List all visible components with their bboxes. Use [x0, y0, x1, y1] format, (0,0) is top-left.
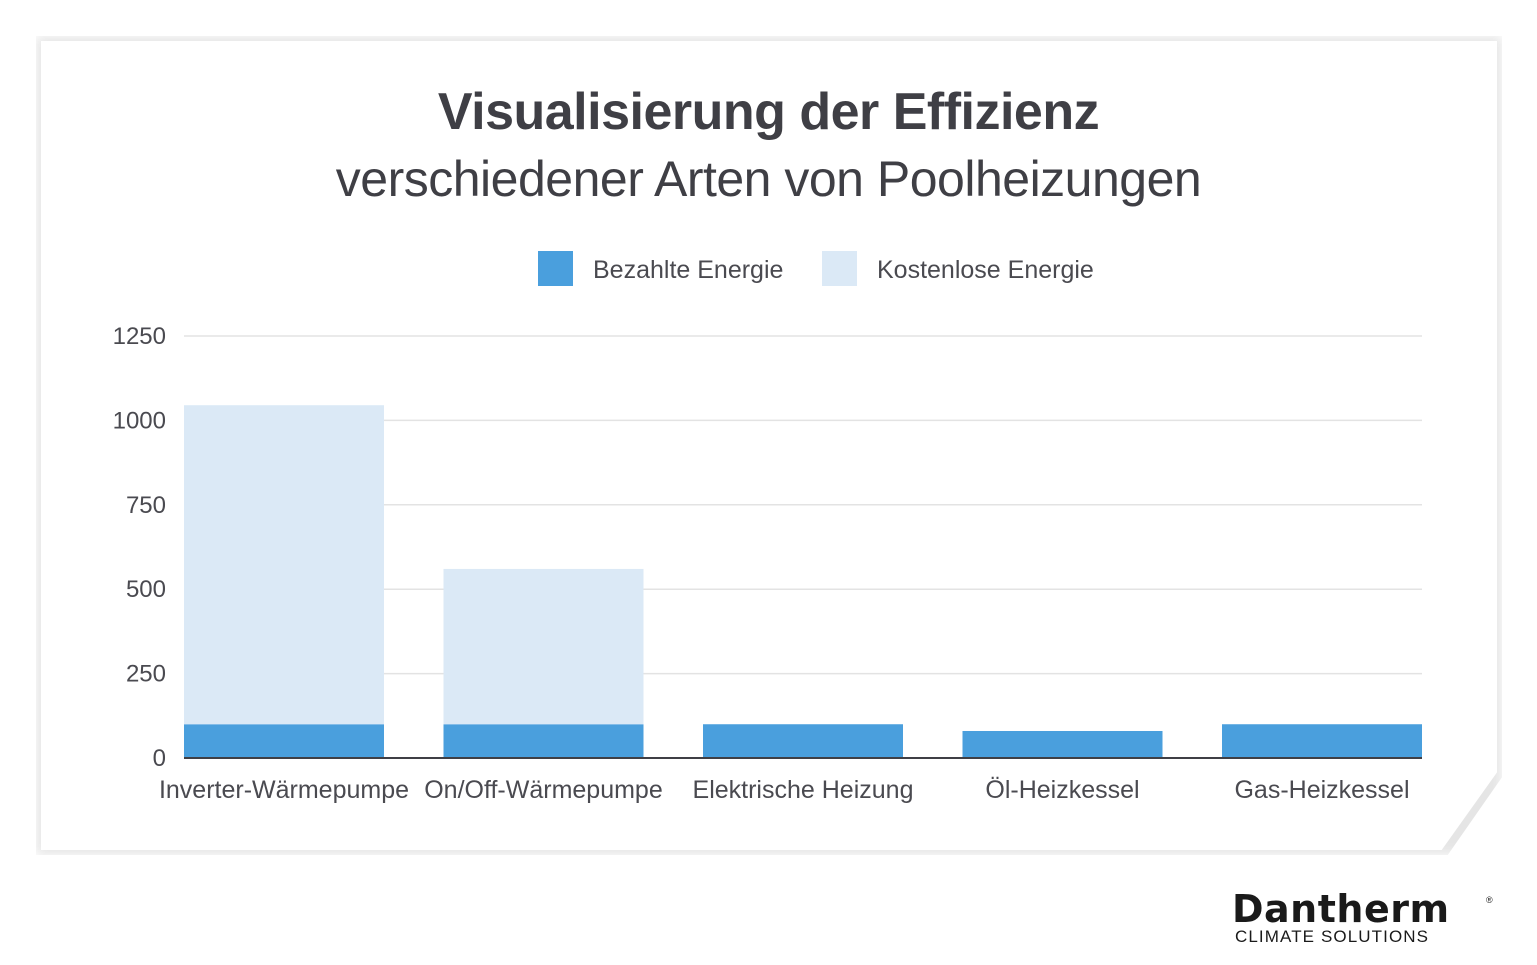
y-tick-label: 500 [126, 576, 166, 603]
grid: 0 250 500 750 1000 1250 [113, 323, 1422, 772]
x-tick-label: Inverter-Wärmepumpe [159, 776, 409, 804]
legend-label: Kostenlose Energie [877, 256, 1094, 284]
dantherm-logo: Dantherm ® CLIMATE SOLUTIONS [1232, 887, 1494, 948]
bar-segment [962, 730, 1163, 758]
legend-swatch [822, 251, 857, 286]
legend-label: Bezahlte Energie [593, 256, 783, 284]
y-tick-label: 250 [126, 661, 166, 688]
chart-subtitle: verschiedener Arten von Poolheizungen [335, 151, 1202, 207]
legend-swatch [538, 251, 573, 286]
y-tick-label: 1250 [113, 323, 166, 350]
logo-tagline: CLIMATE SOLUTIONS [1235, 927, 1430, 946]
bar-segment [184, 724, 384, 758]
x-tick-label: Elektrische Heizung [693, 776, 914, 804]
bars: Inverter-Wärmepumpe On/Off-Wärmepumpe Elek… [159, 405, 1422, 804]
x-tick-label: On/Off-Wärmepumpe [424, 776, 663, 804]
bar-segment [443, 568, 644, 725]
y-tick-label: 750 [126, 492, 166, 519]
logo-registered-mark: ® [1486, 895, 1493, 905]
x-tick-label: Gas-Heizkessel [1234, 776, 1409, 804]
bar-segment [184, 405, 384, 725]
chart-title: Visualisierung der Effizienz [437, 83, 1100, 141]
x-tick-label: Öl-Heizkessel [985, 776, 1139, 804]
bar-segment [1222, 724, 1422, 758]
bar-segment [443, 724, 644, 758]
logo-wordmark: Dantherm [1232, 887, 1450, 931]
y-tick-label: 0 [153, 745, 166, 772]
bar-segment [703, 724, 903, 758]
legend: Bezahlte Energie Kostenlose Energie [538, 251, 1094, 286]
y-tick-label: 1000 [113, 407, 166, 434]
